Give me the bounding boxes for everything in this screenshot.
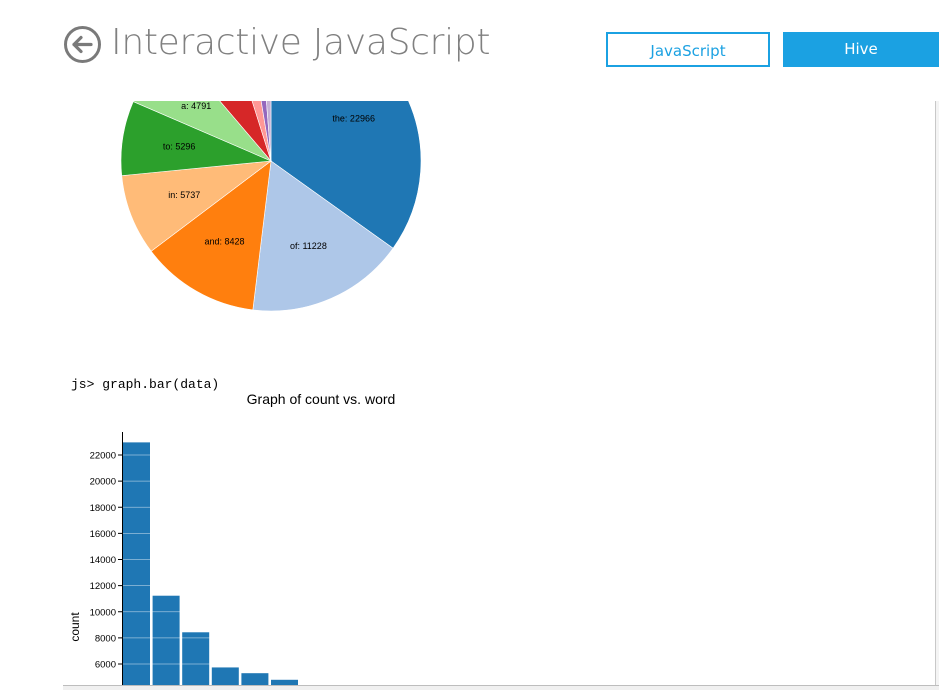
horizontal-scrollbar[interactable]	[63, 685, 939, 690]
pie-slice	[251, 101, 272, 162]
app-header: Interactive JavaScript JavaScript Hive	[0, 0, 939, 96]
back-arrow-circle-icon[interactable]	[63, 25, 102, 64]
bar	[152, 595, 180, 687]
pie-slice	[260, 101, 272, 162]
bar	[123, 442, 150, 687]
y-tick-label: 22000	[90, 451, 116, 462]
bar-chart: Graph of count vs. word count 6000 8000 10…	[68, 391, 396, 687]
pie-slice-label: in: 5737	[168, 190, 200, 200]
repl-prompt: js>	[71, 377, 95, 392]
bar	[271, 679, 298, 687]
pie-slice-label: and: 8428	[204, 237, 244, 247]
y-tick-label: 16000	[90, 529, 116, 540]
chart-title: Graph of count vs. word	[247, 391, 396, 407]
y-axis-label: count	[68, 612, 82, 642]
bar	[182, 632, 210, 687]
pie-slice	[121, 160, 273, 252]
y-tick-label: 12000	[90, 581, 116, 592]
bar	[211, 667, 239, 687]
pie-slice-label: the: 22966	[332, 114, 375, 124]
bar	[241, 673, 269, 687]
repl-command-line: js> graph.bar(data)	[71, 377, 219, 392]
pie-slice	[252, 160, 394, 312]
y-tick-label: 8000	[95, 633, 116, 644]
y-tick-label: 20000	[90, 477, 116, 488]
page-title: Interactive JavaScript	[111, 22, 491, 63]
tab-javascript[interactable]: JavaScript	[606, 32, 770, 67]
pie-slice-label: a: 4791	[181, 101, 211, 111]
y-tick-label: 14000	[90, 555, 116, 566]
tab-hive[interactable]: Hive	[783, 32, 939, 67]
y-tick-label: 10000	[90, 607, 116, 618]
vertical-scrollbar[interactable]	[935, 101, 939, 690]
y-tick-label: 18000	[90, 503, 116, 514]
output-pane[interactable]: the: 22966 of: 11228 and: 8428 in: 5737 to: …	[63, 101, 939, 690]
pie-chart: the: 22966 of: 11228 and: 8428 in: 5737 to: …	[120, 101, 422, 312]
pie-slice	[219, 101, 272, 162]
repl-command: graph.bar(data)	[102, 377, 220, 392]
pie-slice-label: of: 11228	[290, 241, 327, 251]
y-tick-label: 6000	[95, 660, 116, 671]
pie-slice	[150, 160, 272, 311]
pie-slice	[266, 101, 272, 162]
pie-slice	[270, 101, 422, 249]
pie-slice	[132, 101, 272, 162]
pie-slice-label: to: 5296	[163, 142, 196, 152]
